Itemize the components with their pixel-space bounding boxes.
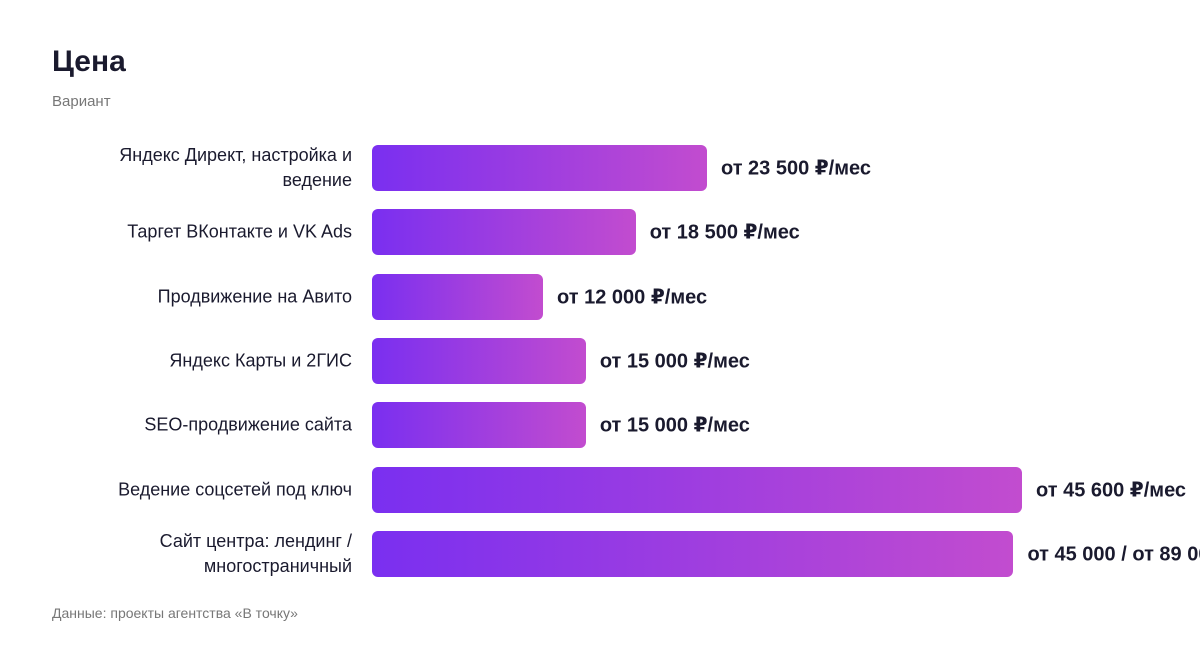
- value-label: от 45 000 / от 89 000 ₽: [1027, 543, 1200, 566]
- value-label: от 15 000 ₽/мес: [599, 350, 750, 373]
- category-label: Продвижение на Авито: [157, 286, 352, 307]
- category-label: Сайт центра: лендинг / многостраничный: [159, 530, 352, 576]
- category-label: Яндекс Директ, настройка и ведение: [119, 145, 352, 190]
- bar: [372, 530, 1014, 577]
- value-label: от 45 600 ₽/мес: [1036, 479, 1187, 501]
- chart-title: Цена: [52, 45, 126, 78]
- bar: [372, 273, 544, 320]
- chart-subtitle: Вариант: [52, 93, 111, 110]
- bar: [372, 145, 707, 191]
- bar: [372, 402, 586, 449]
- value-label: от 12 000 ₽/мес: [557, 286, 708, 309]
- value-label: от 23 500 ₽/мес: [720, 157, 872, 180]
- bar: [372, 466, 1022, 513]
- category-label: SEO-продвижение сайта: [144, 414, 352, 435]
- bar: [372, 337, 586, 384]
- value-label: от 18 500 ₽/мес: [649, 221, 800, 244]
- category-label: Ведение соцсетей под ключ: [118, 479, 352, 499]
- value-label: от 15 000 ₽/мес: [599, 414, 750, 437]
- source-note: Данные: проекты агентства «В точку»: [52, 605, 298, 621]
- category-label: Таргет ВКонтакте и VK Ads: [127, 221, 352, 242]
- bar: [372, 209, 636, 256]
- category-label: Яндекс Карты и 2ГИС: [169, 350, 352, 371]
